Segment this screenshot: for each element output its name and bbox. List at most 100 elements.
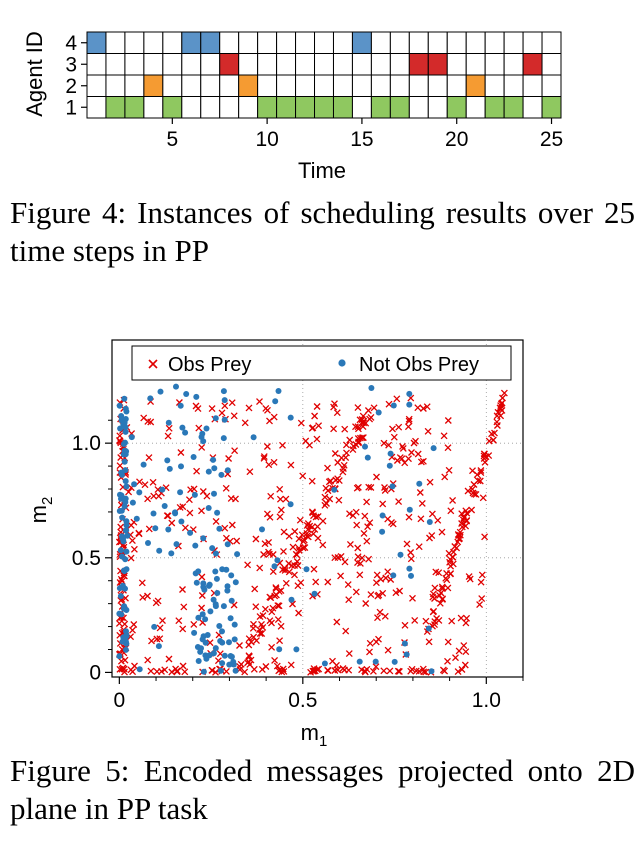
point-obs-prey	[403, 540, 411, 548]
schedule-cell	[503, 31, 524, 54]
point-obs-prey	[314, 534, 322, 542]
schedule-cell-active-agent1-t23	[503, 96, 524, 119]
point-obs-prey	[231, 447, 239, 455]
point-obs-prey	[450, 548, 457, 556]
point-obs-prey	[228, 521, 236, 529]
point-obs-prey	[232, 495, 239, 503]
point-obs-prey	[164, 432, 172, 440]
schedule-cell-active-agent1-t11	[276, 96, 297, 119]
point-obs-prey	[367, 413, 375, 421]
point-obs-prey	[140, 414, 148, 422]
point-obs-prey	[423, 403, 431, 411]
point-obs-prey	[324, 578, 332, 586]
point-not-obs-prey	[221, 397, 228, 404]
point-obs-prey	[256, 564, 264, 572]
point-obs-prey	[115, 619, 123, 627]
point-obs-prey	[418, 499, 426, 507]
point-obs-prey	[393, 457, 401, 464]
point-obs-prey	[394, 667, 402, 675]
point-obs-prey	[164, 512, 172, 520]
point-obs-prey	[414, 450, 422, 458]
point-not-obs-prey	[390, 572, 397, 579]
point-obs-prey	[265, 548, 272, 556]
point-obs-prey	[297, 419, 305, 427]
point-obs-prey	[244, 659, 251, 667]
point-obs-prey	[447, 507, 455, 515]
legend-box	[131, 345, 512, 381]
point-obs-prey	[404, 423, 412, 431]
point-not-obs-prey	[356, 658, 363, 665]
schedule-cell	[541, 53, 562, 76]
point-not-obs-prey	[128, 434, 135, 441]
point-obs-prey	[333, 409, 341, 417]
point-obs-prey	[476, 601, 484, 609]
point-not-obs-prey	[122, 646, 129, 653]
schedule-cell	[257, 31, 278, 54]
figure5-caption: Figure 5: Encoded messages projected ont…	[10, 753, 635, 826]
point-obs-prey	[337, 572, 345, 580]
point-not-obs-prey	[331, 486, 338, 493]
point-obs-prey	[319, 541, 327, 549]
point-not-obs-prey	[145, 540, 151, 546]
point-obs-prey	[395, 498, 403, 506]
schedule-cell	[314, 53, 334, 76]
point-obs-prey	[312, 578, 320, 586]
point-obs-prey	[426, 478, 434, 486]
point-obs-prey	[477, 578, 485, 586]
point-obs-prey	[259, 612, 267, 620]
point-not-obs-prey	[259, 526, 265, 533]
point-not-obs-prey	[219, 628, 225, 635]
point-obs-prey	[313, 403, 321, 410]
schedule-cell	[427, 96, 448, 119]
point-obs-prey	[258, 665, 266, 673]
point-obs-prey	[116, 462, 124, 470]
schedule-cell	[389, 53, 410, 76]
point-obs-prey	[419, 665, 427, 673]
point-obs-prey	[432, 568, 440, 576]
schedule-cell	[295, 53, 316, 76]
point-obs-prey	[266, 417, 273, 425]
point-obs-prey	[458, 666, 466, 673]
point-not-obs-prey	[224, 541, 231, 548]
point-obs-prey	[464, 487, 472, 495]
point-not-obs-prey	[250, 434, 257, 441]
point-obs-prey	[405, 513, 413, 521]
point-not-obs-prey	[311, 590, 318, 597]
point-obs-prey	[352, 508, 360, 516]
point-not-obs-prey	[133, 515, 140, 522]
schedule-cell	[314, 74, 334, 97]
point-obs-prey	[468, 506, 476, 514]
point-obs-prey	[417, 458, 425, 466]
schedule-cell	[162, 53, 183, 76]
schedule-xtick-label: 5	[166, 128, 178, 151]
schedule-grid	[86, 31, 562, 119]
scatter-xtick-label: 1.0	[472, 689, 501, 712]
schedule-cell	[276, 74, 297, 97]
point-obs-prey	[173, 668, 181, 676]
point-not-obs-prey	[122, 451, 129, 458]
point-obs-prey	[260, 454, 268, 462]
point-obs-prey	[144, 495, 152, 503]
point-obs-prey	[444, 444, 452, 452]
point-not-obs-prey	[219, 660, 226, 667]
schedule-cell	[389, 31, 410, 54]
schedule-cell	[124, 74, 145, 97]
point-obs-prey	[117, 657, 125, 665]
point-obs-prey	[260, 551, 268, 558]
point-obs-prey	[269, 568, 277, 576]
point-obs-prey	[465, 573, 473, 581]
point-obs-prey	[241, 419, 249, 427]
schedule-cell-active-agent1-t22	[484, 96, 505, 119]
point-not-obs-prey	[119, 514, 126, 521]
point-obs-prey	[399, 442, 406, 450]
point-not-obs-prey	[131, 481, 138, 488]
point-obs-prey	[245, 404, 253, 412]
point-not-obs-prey	[212, 645, 219, 652]
schedule-cell-active-agent4-t7	[200, 31, 221, 54]
point-not-obs-prey	[203, 655, 210, 662]
point-obs-prey	[393, 395, 401, 403]
point-obs-prey	[303, 521, 311, 529]
point-obs-prey	[457, 614, 465, 622]
schedule-cell	[276, 31, 297, 54]
point-obs-prey	[478, 571, 486, 579]
